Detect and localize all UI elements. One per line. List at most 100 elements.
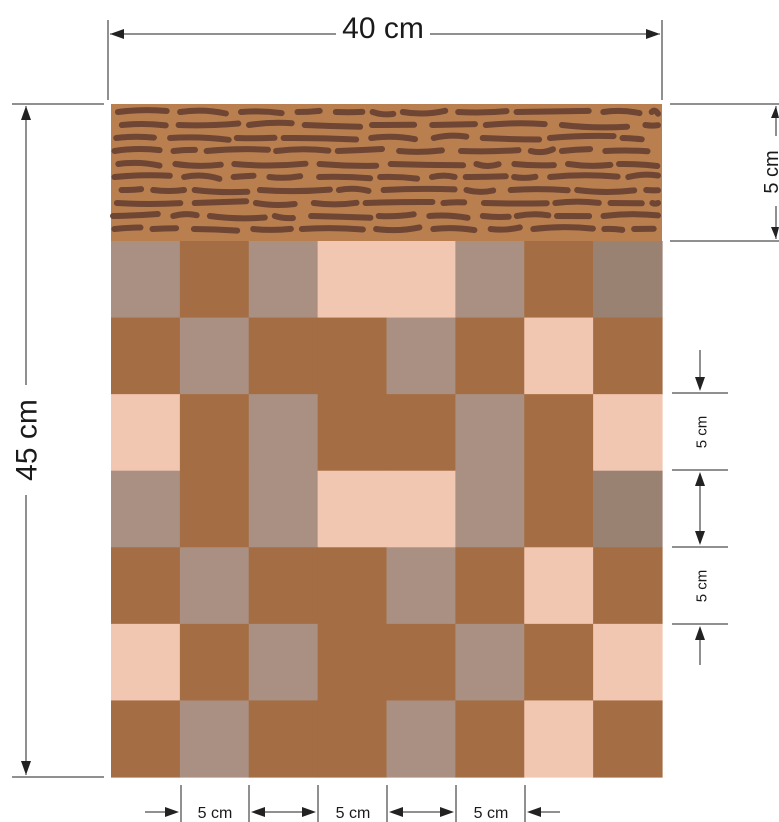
width-label-bg [336,14,430,46]
band-pattern-stroke [546,132,617,141]
band-pattern-stroke [462,173,509,181]
band-pattern-stroke [479,135,543,143]
tile-width-arrowhead-1 [165,807,179,817]
tile-brown [248,547,319,625]
band-pattern-stroke [177,107,229,117]
tile-pink [524,547,594,625]
band-pattern-stroke [316,173,374,182]
band-pattern-stroke [387,161,467,169]
tile-brown [455,700,525,778]
band-pattern-stroke [256,186,333,195]
tile-pink [524,317,594,395]
tile-width-arrowhead-4 [527,807,541,817]
band-pattern-stroke [191,187,251,196]
tile-gray [248,394,319,472]
band-pattern-stroke [252,200,298,208]
tile-brown [524,623,594,702]
band-pattern-stroke [150,187,187,194]
top-band-wavy-pattern [110,107,661,234]
width-arrowhead-right [646,29,660,39]
band-pattern-stroke [479,213,512,221]
band-pattern-stroke [167,134,232,143]
band-pattern-stroke [619,135,645,143]
band-pattern-stroke [308,213,374,221]
tile-brown [317,394,388,472]
band-pattern-stroke [149,225,180,232]
tile-height-arrowhead-1 [695,377,705,391]
tile-pink [593,623,663,702]
band-pattern-stroke [118,186,145,194]
band-pattern-stroke [113,133,157,141]
band-pattern-stroke [602,147,651,155]
band-pattern-stroke [298,225,366,233]
band-pattern-stroke [110,211,161,219]
band-pattern-stroke [369,109,397,118]
band-pattern-stroke [430,225,478,234]
band-pattern-stroke [396,147,445,155]
band-pattern-stroke [574,187,638,195]
band-pattern-stroke [111,172,173,180]
band-pattern-stroke [334,146,385,154]
band-pattern-stroke [513,107,592,115]
tile-brown [179,623,250,702]
tile-brown [386,623,456,702]
tile-brown [179,394,250,472]
band-pattern-stroke [552,198,602,206]
tile-brown [248,700,319,778]
band-pattern-stroke [310,199,360,208]
band-pattern-stroke [301,122,364,130]
band-pattern-stroke [118,121,169,129]
tile-height-arrowhead-3 [695,626,705,640]
band-pattern-stroke [170,211,200,219]
band-pattern-stroke [230,172,257,180]
tile-gray [179,317,250,395]
tile-gray [111,470,181,548]
band-pattern-stroke [527,146,556,156]
arrowheads [21,29,779,817]
band-pattern-stroke [429,172,458,180]
tile-dark-gray [593,241,663,319]
band-pattern-stroke [430,132,470,141]
band-pattern-stroke [511,173,539,181]
tile-gray [455,241,525,319]
band-pattern-stroke [648,107,661,117]
tile-pink [386,470,456,548]
band-pattern-stroke [273,146,332,154]
top-band [110,104,662,241]
band-pattern-stroke [380,185,458,193]
band-pattern-stroke [181,172,223,182]
tile-brown [524,470,594,548]
band-pattern-stroke [377,173,421,182]
tile-brown [317,623,388,702]
band-pattern-stroke [172,161,224,169]
band-pattern-stroke [558,146,594,154]
band-pattern-stroke [426,212,471,221]
width-arrowhead-left [110,29,124,39]
band-pattern-stroke [530,224,596,232]
tile-gray [248,623,319,702]
band-pattern-stroke [373,224,423,234]
band-pattern-stroke [246,119,295,128]
tile-width-label-c: 5 cm [474,805,509,822]
tile-brown [455,547,525,625]
tile-pink [111,394,181,472]
tile-brown [317,317,388,395]
tile-gray [179,700,250,778]
tile-gray [111,241,181,319]
band-label-bg [764,136,779,206]
band-pattern-stroke [399,107,449,117]
tile-gray [179,547,250,625]
band-pattern-stroke [280,134,360,143]
band-pattern-stroke [294,107,323,115]
tile-width-label-bg-1 [190,802,240,822]
band-pattern-stroke [114,107,170,115]
band-pattern-stroke [111,224,144,232]
band-pattern-stroke [600,211,661,219]
band-pattern-stroke [111,145,163,154]
tile-height-arrowhead-2a [695,472,705,486]
band-pattern-stroke [170,146,198,154]
band-pattern-stroke [455,108,510,116]
tile-pink [593,394,663,472]
tile-grid [111,241,663,778]
